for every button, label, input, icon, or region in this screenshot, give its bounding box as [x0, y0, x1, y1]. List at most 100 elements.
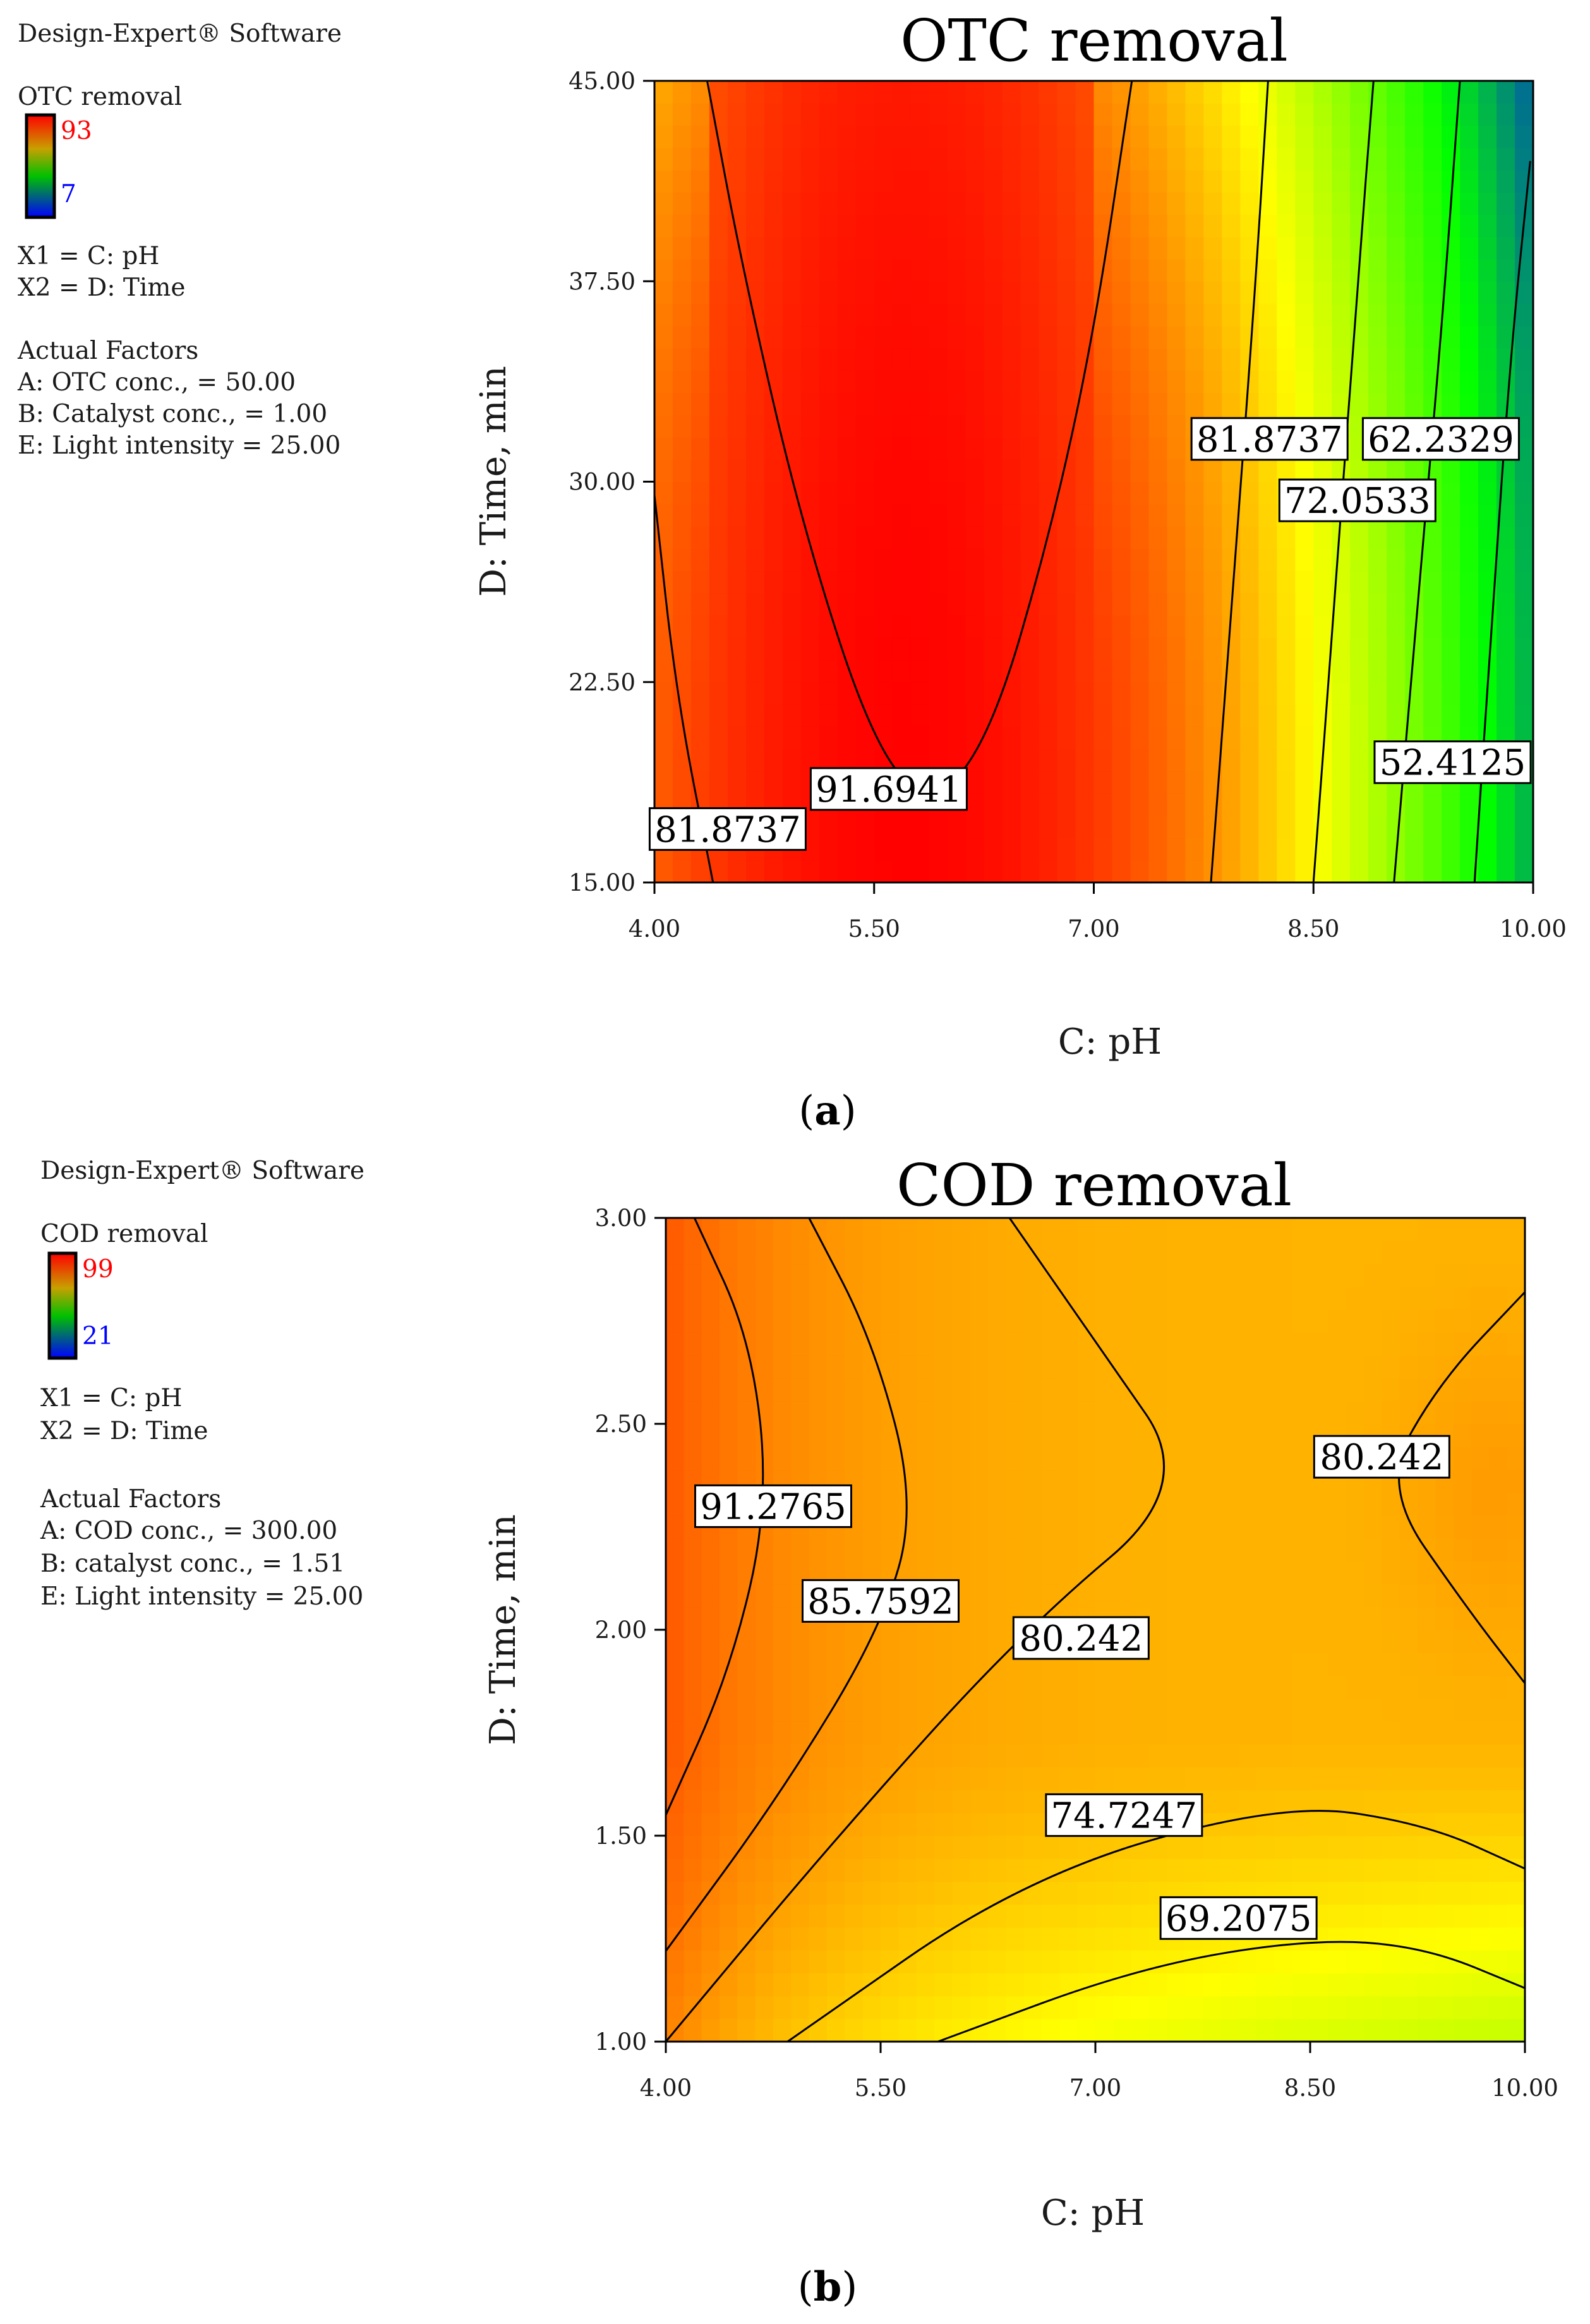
heatmap-cell — [970, 1698, 989, 1722]
heatmap-cell — [874, 838, 893, 861]
heatmap-cell — [1489, 1424, 1508, 1447]
heatmap-cell — [1006, 1218, 1025, 1241]
heatmap-cell — [764, 548, 783, 572]
heatmap-cell — [1148, 214, 1168, 238]
heatmap-cell — [701, 1218, 720, 1241]
heatmap-cell — [1497, 816, 1515, 839]
y-tick-label: 3.00 — [595, 1205, 647, 1232]
heatmap-cell — [672, 526, 692, 549]
heatmap-cell — [672, 593, 692, 616]
heatmap-cell — [1023, 1492, 1042, 1516]
heatmap-cell — [1238, 1584, 1257, 1608]
heatmap-cell — [745, 593, 765, 616]
heatmap-cell — [1075, 503, 1095, 527]
heatmap-cell — [1113, 1332, 1132, 1356]
heatmap-cell — [952, 1378, 971, 1402]
heatmap-cell — [666, 1286, 684, 1310]
heatmap-cell — [1346, 1630, 1364, 1653]
heatmap-cell — [1368, 704, 1387, 727]
heatmap-cell — [782, 303, 802, 327]
heatmap-cell — [1149, 1286, 1167, 1310]
heatmap-cell — [862, 1881, 881, 1905]
heatmap-cell — [1478, 793, 1497, 816]
heatmap-cell — [1497, 526, 1515, 549]
heatmap-cell — [809, 1263, 828, 1287]
heatmap-cell — [845, 1424, 864, 1447]
heatmap-cell — [1471, 1973, 1490, 1997]
heatmap-cell — [709, 704, 728, 727]
heatmap-cell — [666, 1881, 684, 1905]
heatmap-cell — [862, 1950, 881, 1973]
heatmap-cell — [988, 1973, 1006, 1997]
heatmap-cell — [1095, 1424, 1114, 1447]
heatmap-cell — [1258, 682, 1277, 705]
heatmap-cell — [1295, 704, 1314, 727]
heatmap-cell — [1149, 1675, 1167, 1699]
heatmap-cell — [881, 1515, 899, 1539]
heatmap-cell — [791, 1332, 810, 1356]
heatmap-cell — [1387, 392, 1406, 416]
heatmap-cell — [782, 192, 802, 215]
heatmap-cell — [845, 1447, 864, 1471]
heatmap-cell — [666, 1378, 684, 1402]
heatmap-cell — [1350, 838, 1369, 861]
heatmap-cell — [745, 192, 765, 215]
heatmap-cell — [1471, 1309, 1490, 1333]
heatmap-cell — [1460, 793, 1479, 816]
x-tick-label: 7.00 — [1068, 915, 1119, 942]
heatmap-cell — [1313, 303, 1332, 327]
heatmap-cell — [1240, 103, 1259, 126]
y-tick-label: 45.00 — [569, 68, 635, 95]
heatmap-cell — [1148, 414, 1168, 438]
heatmap-cell — [1350, 281, 1369, 304]
heatmap-cell — [690, 125, 710, 148]
heatmap-cell — [1240, 570, 1259, 594]
heatmap-cell — [898, 1836, 917, 1859]
heatmap-cell — [827, 1355, 845, 1379]
heatmap-cell — [1405, 103, 1424, 126]
heatmap-cell — [970, 1538, 989, 1562]
heatmap-cell — [1075, 259, 1095, 282]
heatmap-cell — [1292, 1332, 1311, 1356]
heatmap-cell — [1405, 459, 1424, 483]
heatmap-cell — [1222, 459, 1241, 483]
heatmap-cell — [1148, 103, 1168, 126]
heatmap-cell — [970, 1927, 989, 1951]
heatmap-cell — [701, 1744, 720, 1767]
response-name: COD removal — [40, 1220, 208, 1248]
x-tick-label: 5.50 — [848, 915, 900, 942]
heatmap-cell — [874, 437, 893, 460]
heatmap-cell — [837, 259, 857, 282]
heatmap-cell — [1002, 526, 1021, 549]
heatmap-cell — [1113, 2018, 1132, 2042]
heatmap-cell — [737, 1400, 756, 1424]
heatmap-cell — [827, 1790, 845, 1814]
heatmap-cell — [984, 570, 1003, 594]
heatmap-cell — [1039, 303, 1058, 327]
heatmap-cell — [892, 503, 912, 527]
heatmap-cell — [947, 816, 967, 839]
heatmap-cell — [1497, 838, 1515, 861]
heatmap-cell — [1292, 1447, 1311, 1471]
heatmap-cell — [1277, 214, 1296, 238]
heatmap-cell — [1277, 125, 1296, 148]
heatmap-cell — [1435, 1996, 1454, 2020]
heatmap-cell — [984, 414, 1003, 438]
heatmap-cell — [934, 1424, 953, 1447]
heatmap-cell — [970, 1744, 989, 1767]
heatmap-cell — [1497, 392, 1515, 416]
heatmap-cell — [1148, 637, 1168, 661]
heatmap-cell — [881, 1698, 899, 1722]
contour-plot-otc: 4.00 5.50 7.00 8.50 10.0015.0022.5030.0037.5… — [569, 68, 1567, 942]
heatmap-cell — [672, 771, 692, 794]
heatmap-cell — [1423, 704, 1442, 727]
heatmap-cell — [1489, 1606, 1508, 1630]
heatmap-cell — [1220, 1653, 1239, 1677]
heatmap-cell — [773, 1790, 792, 1814]
heatmap-cell — [1382, 1606, 1400, 1630]
heatmap-cell — [1256, 1744, 1275, 1767]
heatmap-cell — [1277, 459, 1296, 483]
heatmap-cell — [755, 1584, 774, 1608]
heatmap-cell — [1220, 1767, 1239, 1791]
heatmap-cell — [1240, 637, 1259, 661]
